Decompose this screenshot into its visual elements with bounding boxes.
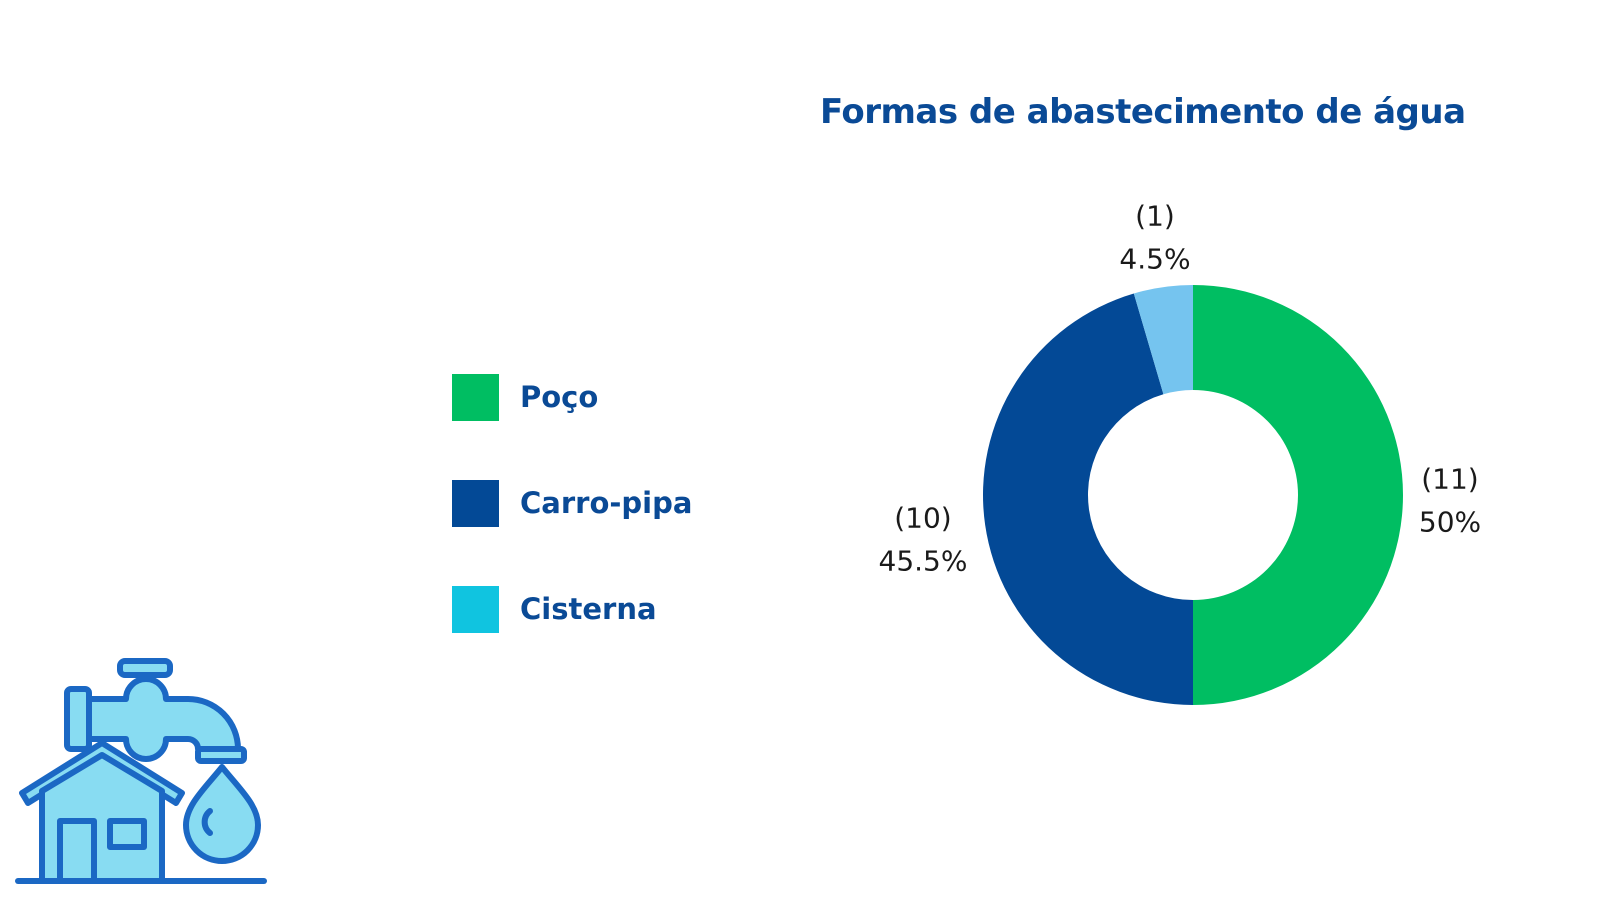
percent-label-poco: 50%	[1419, 506, 1481, 539]
percent-label-carro-pipa: 45.5%	[879, 545, 968, 578]
legend-swatch-poco	[452, 373, 499, 421]
legend-item-carro-pipa: Carro-pipa	[452, 479, 692, 527]
legend-label-cisterna: Cisterna	[520, 592, 657, 626]
legend-swatch-cisterna	[452, 585, 499, 633]
donut-slice-poco	[1193, 285, 1403, 705]
chart-title: Formas de abastecimento de água	[820, 92, 1466, 132]
donut-slice-carro-pipa	[983, 293, 1193, 705]
legend-item-poco: Poço	[452, 373, 598, 421]
count-label-poco: (11)	[1421, 463, 1478, 496]
donut-slice-cisterna	[1133, 285, 1193, 395]
legend-swatch-carro-pipa	[452, 479, 499, 527]
percent-label-cisterna: 4.5%	[1119, 243, 1190, 276]
count-label-carro-pipa: (10)	[894, 502, 951, 535]
legend-label-poco: Poço	[520, 380, 599, 414]
house-faucet-water-drop-icon	[15, 658, 267, 884]
count-label-cisterna: (1)	[1135, 200, 1175, 233]
legend-label-carro-pipa: Carro-pipa	[520, 486, 693, 520]
legend-item-cisterna: Cisterna	[452, 585, 657, 633]
